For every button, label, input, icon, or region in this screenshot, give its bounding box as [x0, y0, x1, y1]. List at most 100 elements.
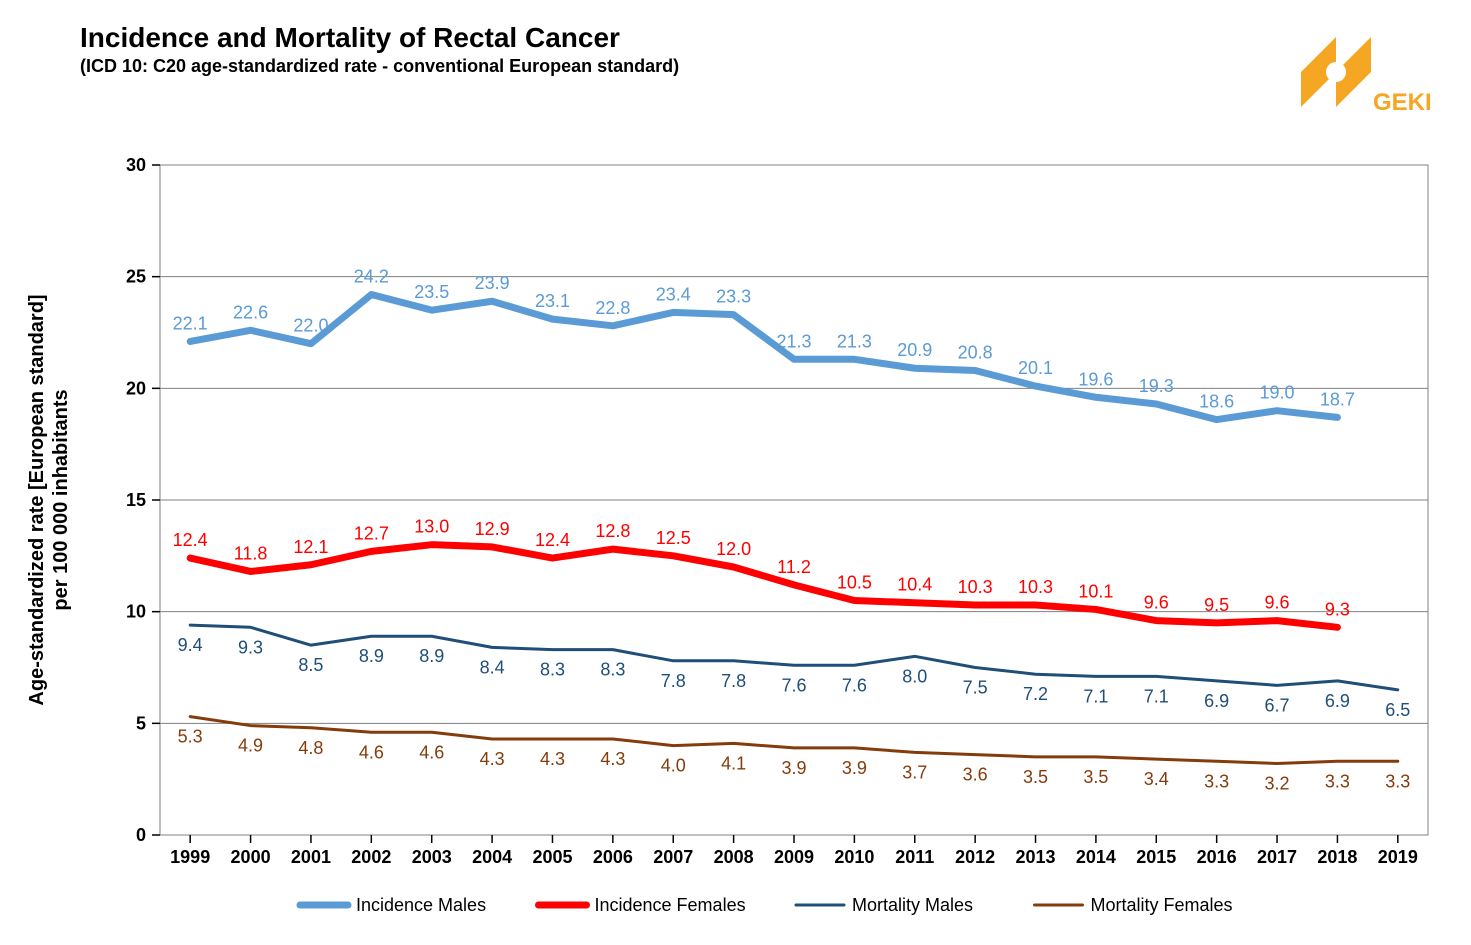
legend-label: Mortality Males — [852, 895, 973, 915]
y-tick-label: 0 — [136, 825, 146, 845]
data-label: 10.3 — [1018, 577, 1053, 597]
y-tick-label: 30 — [126, 155, 146, 175]
x-tick-label: 2009 — [774, 847, 814, 867]
data-label: 9.4 — [178, 635, 203, 655]
data-label: 9.3 — [238, 637, 263, 657]
x-tick-label: 2005 — [532, 847, 572, 867]
data-label: 11.2 — [777, 557, 811, 577]
data-label: 10.3 — [958, 577, 993, 597]
data-label: 13.0 — [414, 517, 449, 537]
data-label: 23.5 — [414, 282, 449, 302]
data-label: 22.6 — [233, 302, 268, 322]
data-label: 12.1 — [293, 537, 328, 557]
data-label: 7.1 — [1144, 686, 1169, 706]
data-label: 3.4 — [1144, 769, 1169, 789]
data-label: 9.6 — [1265, 593, 1290, 613]
x-tick-label: 2019 — [1378, 847, 1418, 867]
x-tick-label: 2001 — [291, 847, 331, 867]
data-label: 4.9 — [238, 736, 263, 756]
data-label: 12.4 — [173, 530, 208, 550]
data-label: 10.4 — [897, 575, 932, 595]
data-label: 20.8 — [958, 342, 993, 362]
data-label: 19.0 — [1260, 383, 1295, 403]
data-label: 7.2 — [1023, 684, 1048, 704]
x-tick-label: 2013 — [1016, 847, 1056, 867]
x-tick-label: 2008 — [714, 847, 754, 867]
data-label: 18.6 — [1199, 392, 1234, 412]
y-tick-label: 20 — [126, 378, 146, 398]
data-label: 4.3 — [600, 749, 625, 769]
data-label: 3.2 — [1265, 774, 1290, 794]
data-label: 23.4 — [656, 284, 691, 304]
data-label: 11.8 — [234, 543, 268, 563]
data-label: 22.1 — [173, 313, 208, 333]
data-label: 24.2 — [354, 267, 389, 287]
data-label: 19.3 — [1139, 376, 1174, 396]
data-label: 12.5 — [656, 528, 691, 548]
data-label: 4.3 — [480, 749, 505, 769]
data-label: 9.5 — [1204, 595, 1229, 615]
y-axis-title: Age-standardized rate [European standard… — [26, 294, 72, 705]
x-tick-label: 2006 — [593, 847, 633, 867]
data-label: 7.8 — [721, 671, 746, 691]
data-label: 4.0 — [661, 756, 686, 776]
x-tick-label: 2017 — [1257, 847, 1297, 867]
data-label: 6.9 — [1325, 691, 1350, 711]
data-label: 4.3 — [540, 749, 565, 769]
x-tick-label: 1999 — [170, 847, 210, 867]
data-label: 21.3 — [837, 331, 872, 351]
legend-label: Incidence Females — [595, 895, 746, 915]
y-tick-label: 5 — [136, 713, 146, 733]
y-tick-label: 10 — [126, 602, 146, 622]
data-label: 3.6 — [963, 765, 988, 785]
data-label: 3.3 — [1325, 771, 1350, 791]
data-label: 12.7 — [354, 523, 389, 543]
chart-container: Incidence and Mortality of Rectal Cancer… — [0, 0, 1471, 945]
line-chart: 0510152025301999200020012002200320042005… — [0, 0, 1471, 945]
data-label: 7.6 — [781, 675, 806, 695]
data-label: 3.9 — [842, 758, 867, 778]
x-tick-label: 2014 — [1076, 847, 1116, 867]
data-label: 3.5 — [1083, 767, 1108, 787]
data-label: 19.6 — [1078, 369, 1113, 389]
x-tick-label: 2000 — [231, 847, 271, 867]
data-label: 9.3 — [1325, 599, 1350, 619]
x-tick-label: 2011 — [895, 847, 934, 867]
y-tick-label: 25 — [126, 267, 146, 287]
data-label: 8.3 — [600, 660, 625, 680]
data-label: 9.6 — [1144, 593, 1169, 613]
x-tick-label: 2004 — [472, 847, 512, 867]
legend-label: Incidence Males — [356, 895, 486, 915]
data-label: 7.1 — [1083, 686, 1108, 706]
data-label: 3.5 — [1023, 767, 1048, 787]
data-label: 12.0 — [716, 539, 751, 559]
data-label: 6.5 — [1385, 700, 1410, 720]
data-label: 10.5 — [837, 573, 872, 593]
x-tick-label: 2016 — [1197, 847, 1237, 867]
data-label: 8.9 — [359, 646, 384, 666]
x-tick-label: 2007 — [653, 847, 693, 867]
data-label: 12.8 — [595, 521, 630, 541]
data-label: 7.8 — [661, 671, 686, 691]
x-tick-label: 2010 — [834, 847, 874, 867]
data-label: 4.8 — [298, 738, 323, 758]
data-label: 8.5 — [298, 655, 323, 675]
x-tick-label: 2015 — [1136, 847, 1176, 867]
data-label: 5.3 — [178, 727, 203, 747]
data-label: 22.8 — [595, 298, 630, 318]
x-tick-label: 2012 — [955, 847, 995, 867]
data-label: 4.1 — [721, 753, 746, 773]
x-tick-label: 2003 — [412, 847, 452, 867]
x-tick-label: 2002 — [351, 847, 391, 867]
data-label: 6.7 — [1265, 695, 1290, 715]
data-label: 18.7 — [1320, 389, 1355, 409]
data-label: 6.9 — [1204, 691, 1229, 711]
data-label: 23.3 — [716, 287, 751, 307]
data-label: 3.3 — [1385, 771, 1410, 791]
data-label: 23.1 — [535, 291, 570, 311]
data-label: 21.3 — [776, 331, 811, 351]
x-tick-label: 2018 — [1317, 847, 1357, 867]
data-label: 20.9 — [897, 340, 932, 360]
data-label: 7.6 — [842, 675, 867, 695]
data-label: 8.9 — [419, 646, 444, 666]
